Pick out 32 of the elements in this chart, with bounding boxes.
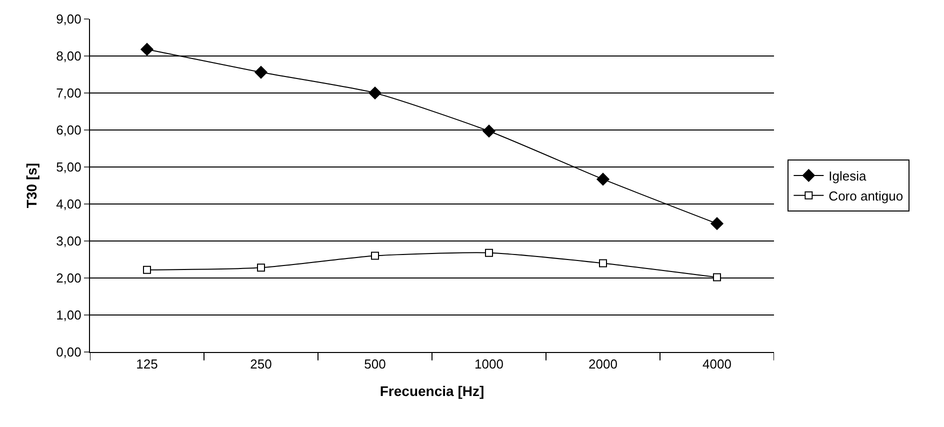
point	[599, 259, 607, 268]
x-tick-label: 1000	[474, 356, 504, 372]
y-tick-label: 5,00	[56, 160, 82, 175]
point	[485, 248, 493, 257]
point	[371, 252, 379, 260]
point	[713, 273, 721, 282]
x-tick-label: 250	[250, 356, 272, 372]
point	[143, 266, 151, 274]
legend-label: Iglesia	[828, 168, 868, 184]
y-tick-label: 2,00	[56, 270, 82, 286]
x-tick-label: 4000	[702, 356, 732, 372]
point	[140, 42, 154, 56]
point	[710, 217, 724, 230]
y-tick-label: 4,00	[56, 196, 82, 212]
y-tick-label: 6,00	[56, 122, 82, 138]
point	[482, 124, 496, 138]
y-tick-label: 0,00	[56, 344, 82, 360]
point	[368, 86, 382, 100]
y-tick-label: 1,00	[56, 308, 82, 323]
y-tick-label: 3,00	[56, 234, 82, 249]
x-tick-label: 125	[136, 356, 158, 372]
y-tick-label: 7,00	[56, 86, 82, 101]
y-tick-label: 9,00	[56, 12, 82, 27]
x-tick-label: 500	[364, 356, 386, 372]
point	[254, 66, 268, 79]
legend-label: Coro antiguo	[828, 188, 904, 204]
y-axis-title: T30 [s]	[24, 162, 40, 208]
y-tick-label: 8,00	[56, 48, 82, 64]
x-tick-label: 2000	[588, 356, 618, 372]
x-axis-title: Frecuencia [Hz]	[380, 382, 484, 399]
point	[257, 264, 265, 272]
point	[596, 172, 610, 186]
